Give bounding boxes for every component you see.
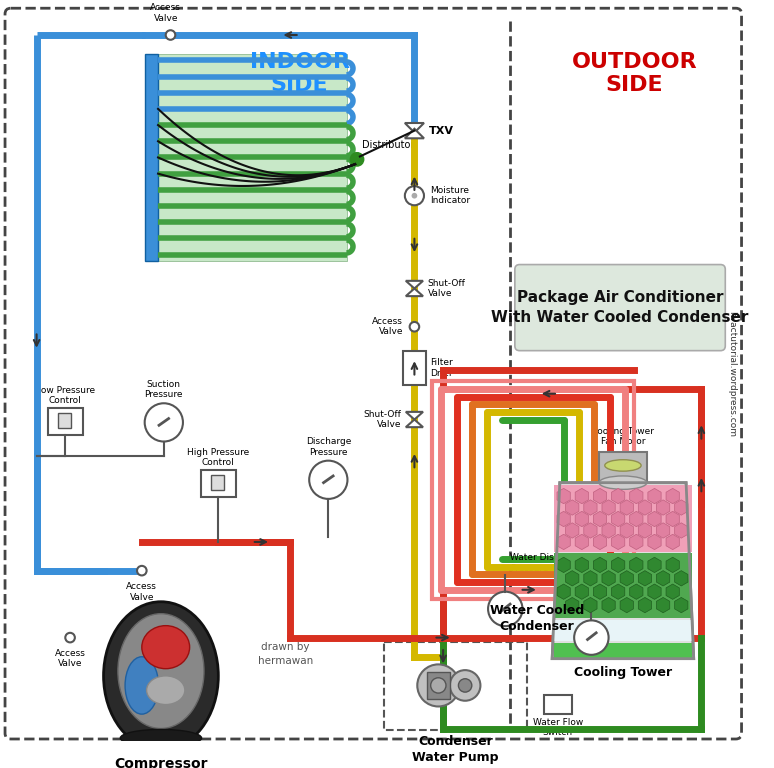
Bar	[554, 644, 692, 657]
Bar	[384, 642, 527, 730]
Bar	[554, 485, 692, 551]
Bar	[432, 381, 635, 599]
Text: Shut-Off
Valve: Shut-Off Valve	[363, 410, 401, 429]
Circle shape	[351, 153, 364, 166]
Circle shape	[488, 591, 522, 626]
Text: Cooling Tower: Cooling Tower	[574, 667, 672, 680]
Circle shape	[409, 322, 420, 332]
Text: TXV: TXV	[429, 126, 454, 136]
Ellipse shape	[104, 602, 218, 750]
Text: hvactutorial.wordpress.com: hvactutorial.wordpress.com	[728, 310, 737, 437]
Bar	[554, 554, 692, 618]
Ellipse shape	[146, 676, 185, 704]
Ellipse shape	[118, 614, 204, 729]
Text: Condenser
Water Pump: Condenser Water Pump	[413, 735, 498, 764]
Ellipse shape	[142, 626, 190, 669]
Bar	[554, 621, 692, 641]
Text: Access
Valve: Access Valve	[372, 317, 403, 336]
Text: Discharge
Pressure: Discharge Pressure	[306, 438, 351, 457]
Text: OUTDOOR
SIDE: OUTDOOR SIDE	[572, 52, 697, 95]
Bar	[158, 54, 347, 261]
Bar	[48, 408, 83, 435]
Polygon shape	[406, 412, 423, 419]
Circle shape	[405, 186, 424, 205]
Bar	[211, 475, 224, 490]
Text: Suction
Pressure: Suction Pressure	[145, 380, 183, 399]
Circle shape	[145, 403, 183, 442]
Polygon shape	[406, 419, 423, 427]
Text: Compressor: Compressor	[115, 757, 207, 768]
Ellipse shape	[125, 657, 159, 714]
Text: Distributor: Distributor	[361, 140, 414, 150]
Circle shape	[137, 566, 146, 575]
Text: Water Discharge
Pressure: Water Discharge Pressure	[510, 553, 585, 573]
Bar	[426, 672, 450, 699]
Bar	[543, 695, 572, 714]
Bar	[57, 413, 71, 428]
Bar	[145, 54, 158, 261]
Text: drawn by
hermawan: drawn by hermawan	[258, 642, 313, 666]
Text: Water Cooled
Condenser: Water Cooled Condenser	[490, 604, 584, 633]
Polygon shape	[405, 129, 424, 138]
Text: Filter
Drier: Filter Drier	[430, 358, 453, 378]
Circle shape	[65, 633, 75, 642]
FancyBboxPatch shape	[515, 264, 725, 351]
Polygon shape	[406, 281, 423, 289]
Text: Low Pressure
Control: Low Pressure Control	[36, 386, 95, 406]
Polygon shape	[552, 482, 694, 659]
Text: Cooling Tower
Fan Motor: Cooling Tower Fan Motor	[591, 427, 655, 446]
Text: Access
Valve: Access Valve	[126, 582, 157, 601]
Ellipse shape	[604, 460, 641, 472]
Ellipse shape	[120, 730, 201, 746]
Bar	[403, 351, 426, 385]
Circle shape	[574, 621, 608, 655]
FancyBboxPatch shape	[5, 8, 741, 739]
Circle shape	[430, 678, 446, 693]
Circle shape	[458, 679, 472, 692]
Text: High Pressure
Control: High Pressure Control	[187, 448, 249, 468]
Ellipse shape	[599, 476, 647, 489]
Polygon shape	[405, 123, 424, 133]
Bar	[599, 452, 647, 482]
Text: Access
Valve: Access Valve	[55, 649, 85, 668]
Polygon shape	[406, 289, 423, 296]
Bar	[201, 470, 235, 497]
Text: INDOOR
SIDE: INDOOR SIDE	[250, 52, 350, 95]
Circle shape	[166, 30, 175, 40]
Text: Water Flow
Switch: Water Flow Switch	[533, 718, 583, 737]
Text: Access
Valve: Access Valve	[150, 3, 181, 22]
Text: Shut-Off
Valve: Shut-Off Valve	[428, 279, 466, 298]
Text: Moisture
Indicator: Moisture Indicator	[430, 186, 470, 205]
Text: Water Suction
Pressure: Water Suction Pressure	[596, 582, 659, 601]
Circle shape	[450, 670, 481, 700]
Circle shape	[412, 193, 417, 199]
Circle shape	[309, 461, 348, 499]
Circle shape	[417, 664, 460, 707]
Text: Package Air Conditioner
With Water Cooled Condenser: Package Air Conditioner With Water Coole…	[491, 290, 748, 325]
